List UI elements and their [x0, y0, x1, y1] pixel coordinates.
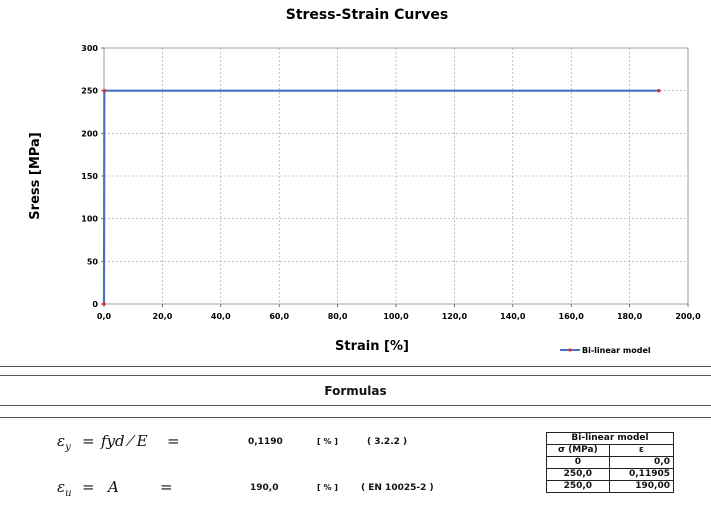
bilinear-table-title: Bi-linear model: [546, 432, 674, 445]
formula-ref: ( EN 10025-2 ): [361, 483, 434, 493]
y-axis-ticks: 0 50 100 150 200 250 300: [81, 44, 104, 309]
data-point: [102, 302, 106, 306]
formula-rhs: fyd ⁄ E: [101, 432, 148, 450]
grid: [104, 48, 688, 304]
x-tick-label: 160,0: [559, 312, 585, 321]
y-tick-label: 100: [81, 215, 98, 224]
legend-label: Bi-linear model: [582, 346, 651, 355]
formula-equals-2: =: [167, 432, 180, 450]
x-tick-label: 60,0: [269, 312, 289, 321]
y-axis-title: Sress [MPa]: [28, 132, 43, 219]
formula-rhs: A: [108, 478, 119, 496]
formula-value: 0,1190: [248, 437, 283, 447]
y-tick-label: 0: [92, 300, 98, 309]
formula-unit: [ % ]: [317, 437, 338, 446]
y-tick-label: 300: [81, 44, 98, 53]
formulas-title: Formulas: [324, 384, 387, 398]
formula-row-ultimate: εu = A = 190,0 [ % ] ( EN 10025-2 ): [0, 478, 520, 499]
y-tick-label: 200: [81, 129, 98, 138]
formula-lhs: εy: [57, 432, 71, 453]
y-tick-label: 250: [81, 87, 98, 96]
table-cell: 0: [546, 456, 610, 469]
data-point: [102, 88, 107, 93]
formula-equals-2: =: [160, 478, 173, 496]
x-axis-ticks: 0,0 20,0 40,0 60,0 80,0 100,0 120,0 140,0 160,0 1…: [97, 304, 701, 321]
x-tick-label: 80,0: [328, 312, 348, 321]
y-tick-label: 50: [87, 257, 99, 266]
bilinear-table-header-stress: σ (MPa): [546, 444, 610, 457]
divider-top: [0, 366, 711, 367]
x-tick-label: 200,0: [675, 312, 701, 321]
table-cell: 0,11905: [608, 468, 675, 481]
x-tick-label: 100,0: [383, 312, 409, 321]
series-line: [102, 89, 659, 305]
data-point: [657, 88, 661, 93]
stress-strain-chart: Stress-Strain Curves 050100150200250300 …: [28, 7, 701, 355]
formula-lhs: εu: [57, 478, 72, 499]
x-tick-label: 140,0: [500, 312, 526, 321]
legend-marker: [568, 348, 572, 352]
table-cell: 190,00: [608, 480, 675, 493]
table-cell: 250,0: [546, 468, 610, 481]
x-tick-label: 180,0: [617, 312, 643, 321]
table-row: 250,0 190,00: [546, 480, 675, 493]
legend: Bi-linear model: [560, 346, 651, 355]
x-axis-title: Strain [%]: [335, 339, 409, 354]
x-tick-label: 0,0: [97, 312, 112, 321]
table-cell: 0,0: [608, 456, 675, 469]
x-tick-label: 40,0: [211, 312, 231, 321]
y-tick-label: 150: [81, 172, 98, 181]
formula-ref: ( 3.2.2 ): [367, 437, 408, 447]
table-cell: 250,0: [546, 480, 610, 493]
series-group: [102, 88, 661, 306]
bilinear-table: Bi-linear model σ (MPa) ε 0 0,0 250,0 0,…: [546, 432, 675, 493]
x-tick-label: 120,0: [442, 312, 468, 321]
table-row: 250,0 0,11905: [546, 468, 675, 481]
divider-mid: [0, 405, 711, 406]
chart-title: Stress-Strain Curves: [286, 7, 449, 23]
formula-row-yield: εy = fyd ⁄ E = 0,1190 [ % ] ( 3.2.2 ): [0, 432, 520, 453]
formula-value: 190,0: [250, 483, 279, 493]
divider-mid-2: [0, 417, 711, 418]
table-row: 0 0,0: [546, 456, 675, 469]
x-tick-label: 20,0: [153, 312, 173, 321]
formula-equals: =: [82, 432, 95, 450]
divider-top-2: [0, 375, 711, 376]
formula-equals: =: [82, 478, 95, 496]
bilinear-table-header-strain: ε: [608, 444, 675, 457]
formula-unit: [ % ]: [317, 483, 338, 492]
